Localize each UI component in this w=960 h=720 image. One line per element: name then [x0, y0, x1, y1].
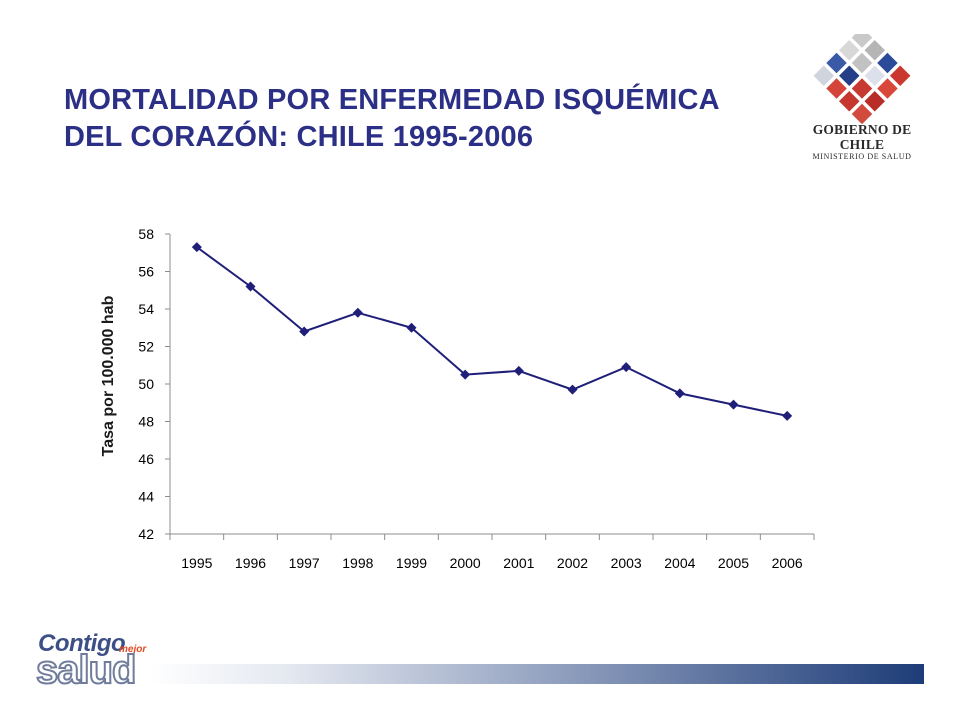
x-tick-label: 2002: [557, 555, 588, 571]
x-tick-label: 1997: [289, 555, 320, 571]
data-point: [621, 362, 632, 373]
x-tick-label: 2001: [503, 555, 534, 571]
x-tick-label: 1995: [181, 555, 212, 571]
y-axis-title: Tasa por 100.000 hab: [100, 295, 117, 456]
data-point: [728, 399, 739, 410]
gov-emblem-icon: [811, 25, 913, 127]
x-tick-label: 1998: [342, 555, 373, 571]
contigo-mejor-salud-logo: Contigo mejor salud: [34, 630, 154, 692]
x-tick-label: 2004: [664, 555, 695, 571]
data-point: [191, 242, 202, 253]
logo-word-contigo: Contigo: [38, 630, 126, 657]
y-tick-label: 46: [138, 451, 154, 467]
x-tick-label: 2005: [718, 555, 749, 571]
data-point: [460, 369, 471, 380]
x-tick-label: 1996: [235, 555, 266, 571]
title-line-2: DEL CORAZÓN: CHILE 1995-2006: [64, 121, 534, 153]
x-tick-label: 2003: [611, 555, 642, 571]
gobierno-de-chile-logo: GOBIERNO DE CHILE MINISTERIO DE SALUD: [792, 25, 932, 161]
data-point: [782, 410, 793, 421]
gov-logo-line-1: GOBIERNO DE CHILE: [812, 122, 912, 152]
y-tick-label: 50: [138, 376, 154, 392]
data-point: [406, 322, 417, 333]
x-tick-label: 2006: [772, 555, 803, 571]
logo-word-salud: salud: [35, 648, 137, 692]
y-tick-label: 52: [138, 339, 154, 355]
gov-logo-text: GOBIERNO DE CHILE MINISTERIO DE SALUD: [792, 122, 932, 162]
data-point: [352, 307, 363, 318]
title-line-1: MORTALIDAD POR ENFERMEDAD ISQUÉMICA: [64, 84, 720, 116]
y-tick-label: 54: [138, 301, 154, 317]
y-tick-label: 56: [138, 264, 154, 280]
series-line: [196, 246, 788, 417]
data-point: [513, 365, 524, 376]
y-tick-label: 44: [138, 489, 154, 505]
page-title: MORTALIDAD POR ENFERMEDAD ISQUÉMICA DEL …: [64, 82, 784, 156]
logo-word-mejor: mejor: [119, 644, 147, 655]
x-tick-label: 1999: [396, 555, 427, 571]
y-tick-label: 58: [138, 226, 154, 242]
data-point: [299, 326, 310, 337]
y-tick-label: 48: [138, 414, 154, 430]
data-point: [674, 388, 685, 399]
data-point: [245, 281, 256, 292]
y-tick-label: 42: [138, 526, 154, 542]
x-tick-label: 2000: [450, 555, 481, 571]
gov-logo-line-2: MINISTERIO DE SALUD: [812, 152, 912, 161]
footer-gradient-bar: [150, 664, 924, 684]
data-point: [567, 384, 578, 395]
